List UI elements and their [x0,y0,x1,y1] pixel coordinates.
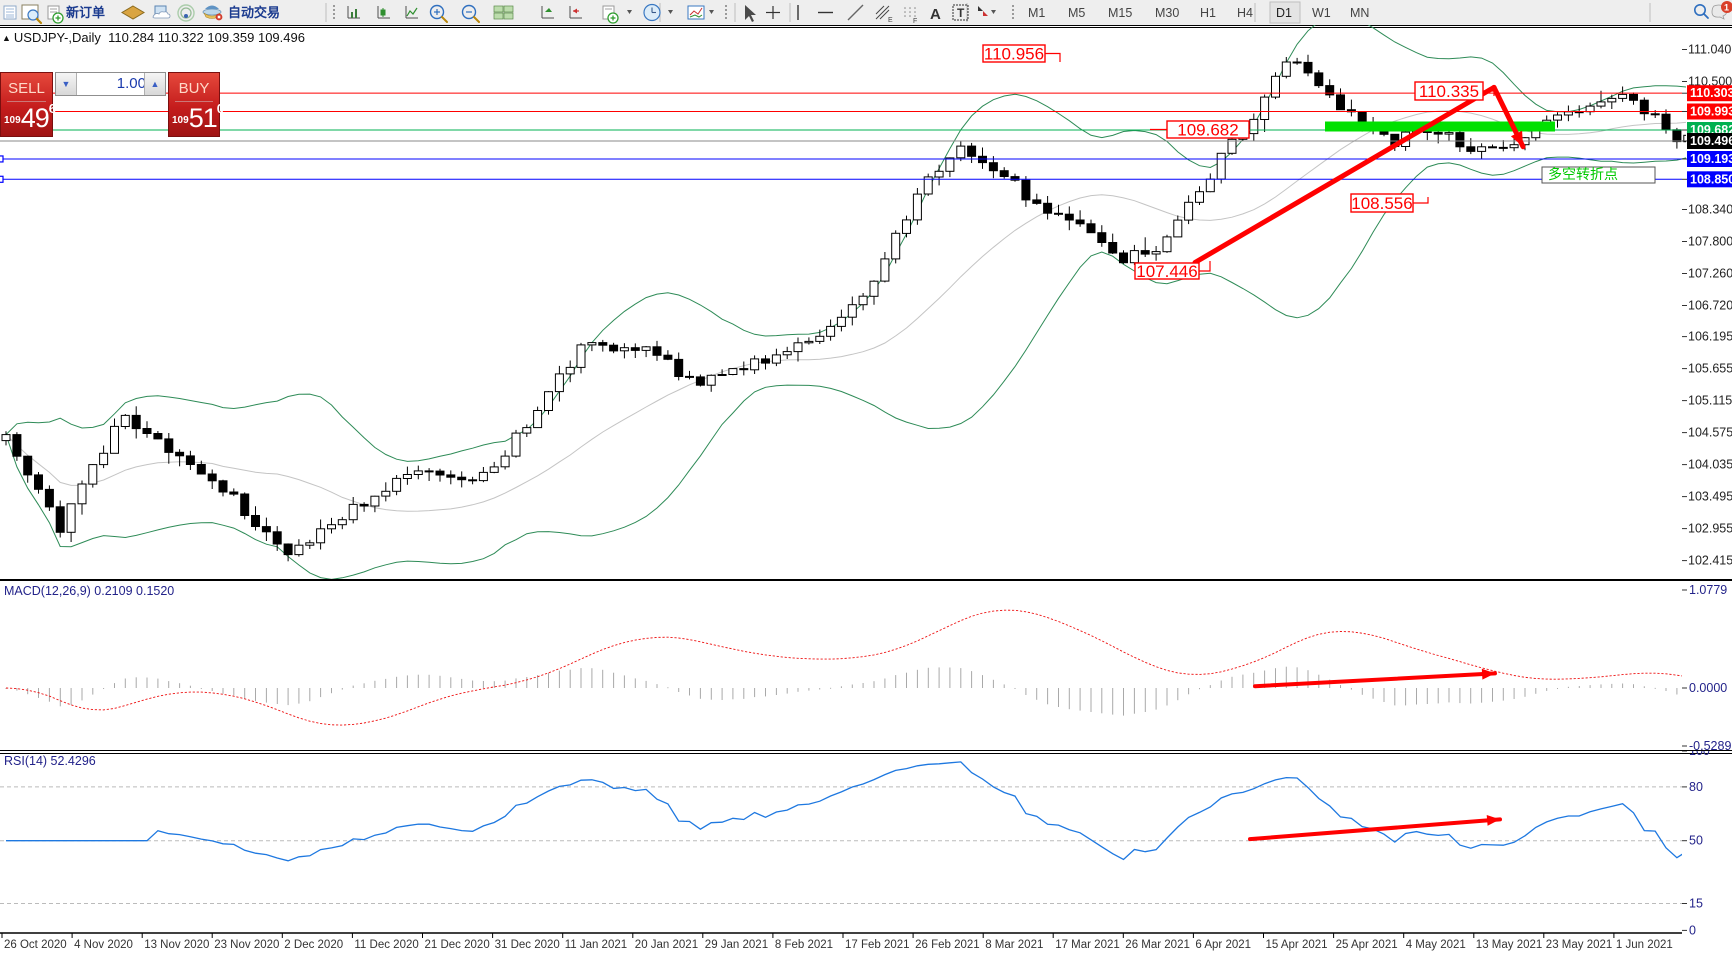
svg-text:26 Feb 2021: 26 Feb 2021 [915,939,980,951]
svg-text:13 Nov 2020: 13 Nov 2020 [144,939,209,951]
svg-text:1.0779: 1.0779 [1689,583,1727,597]
svg-text:MN: MN [1350,6,1369,20]
svg-text:111.040: 111.040 [1688,43,1731,57]
svg-text:110.335: 110.335 [1419,82,1479,101]
svg-text:RSI(14) 52.4296: RSI(14) 52.4296 [4,754,96,768]
svg-text:15: 15 [1689,897,1703,911]
svg-text:100: 100 [1689,751,1710,758]
svg-text:26 Mar 2021: 26 Mar 2021 [1125,939,1190,951]
svg-text:11 Jan 2021: 11 Jan 2021 [565,939,627,951]
svg-text:105.655: 105.655 [1688,362,1732,376]
svg-text:102.955: 102.955 [1688,522,1732,536]
svg-text:104.035: 104.035 [1688,458,1732,472]
svg-text:0: 0 [1689,923,1696,937]
svg-text:109.993: 109.993 [1690,105,1732,119]
svg-text:20 Jan 2021: 20 Jan 2021 [635,939,698,951]
svg-text:106.720: 106.720 [1688,299,1732,313]
svg-text:H1: H1 [1200,6,1216,20]
svg-text:15 Apr 2021: 15 Apr 2021 [1266,939,1328,951]
svg-text:W1: W1 [1312,6,1331,20]
svg-text:107.800: 107.800 [1688,235,1732,249]
svg-text:109.193: 109.193 [1690,152,1732,166]
svg-text:11 Dec 2020: 11 Dec 2020 [354,939,418,951]
svg-text:26 Oct 2020: 26 Oct 2020 [4,939,67,951]
svg-text:新订单: 新订单 [66,5,105,20]
svg-text:109.496: 109.496 [1690,134,1732,148]
svg-text:80: 80 [1689,780,1703,794]
svg-text:109.682: 109.682 [1177,121,1238,140]
svg-text:6 Apr 2021: 6 Apr 2021 [1195,939,1251,951]
svg-text:21 Dec 2020: 21 Dec 2020 [425,939,490,951]
svg-text:M15: M15 [1108,6,1132,20]
svg-text:4 Nov 2020: 4 Nov 2020 [74,939,133,951]
svg-text:17 Feb 2021: 17 Feb 2021 [845,939,910,951]
svg-text:110.303: 110.303 [1690,86,1732,100]
svg-text:0.0000: 0.0000 [1689,681,1727,695]
svg-text:23 May 2021: 23 May 2021 [1546,939,1613,951]
svg-text:D1: D1 [1276,6,1292,20]
svg-text:31 Dec 2020: 31 Dec 2020 [495,939,560,951]
svg-text:A: A [930,6,941,23]
svg-text:F: F [913,18,917,25]
svg-text:108.556: 108.556 [1351,194,1412,213]
svg-text:17 Mar 2021: 17 Mar 2021 [1055,939,1120,951]
svg-text:1: 1 [1724,3,1729,13]
svg-text:2 Dec 2020: 2 Dec 2020 [284,939,343,951]
svg-text:4 May 2021: 4 May 2021 [1406,939,1466,951]
svg-text:E: E [888,17,893,24]
svg-text:105.115: 105.115 [1688,394,1732,408]
svg-text:104.575: 104.575 [1688,426,1732,440]
svg-text:M5: M5 [1068,6,1085,20]
svg-text:1 Jun 2021: 1 Jun 2021 [1616,939,1673,951]
svg-text:8 Mar 2021: 8 Mar 2021 [985,939,1043,951]
svg-text:自动交易: 自动交易 [228,5,280,20]
svg-text:23 Nov 2020: 23 Nov 2020 [214,939,279,951]
svg-text:102.415: 102.415 [1688,554,1732,568]
svg-text:13 May 2021: 13 May 2021 [1476,939,1543,951]
svg-text:107.260: 107.260 [1688,267,1732,281]
svg-text:多空转折点: 多空转折点 [1548,166,1618,182]
svg-text:108.850: 108.850 [1690,172,1732,186]
svg-text:108.340: 108.340 [1688,203,1732,217]
svg-text:8 Feb 2021: 8 Feb 2021 [775,939,833,951]
svg-text:T: T [957,6,965,20]
svg-text:M30: M30 [1155,6,1179,20]
svg-text:H4: H4 [1237,6,1253,20]
svg-text:110.956: 110.956 [984,45,1044,64]
svg-text:MACD(12,26,9) 0.2109 0.1520: MACD(12,26,9) 0.2109 0.1520 [4,584,174,598]
svg-text:107.446: 107.446 [1136,262,1197,281]
svg-text:M1: M1 [1028,6,1045,20]
svg-text:25 Apr 2021: 25 Apr 2021 [1336,939,1398,951]
svg-text:50: 50 [1689,834,1703,848]
svg-text:106.195: 106.195 [1688,330,1732,344]
svg-text:29 Jan 2021: 29 Jan 2021 [705,939,768,951]
svg-text:103.495: 103.495 [1688,490,1732,504]
